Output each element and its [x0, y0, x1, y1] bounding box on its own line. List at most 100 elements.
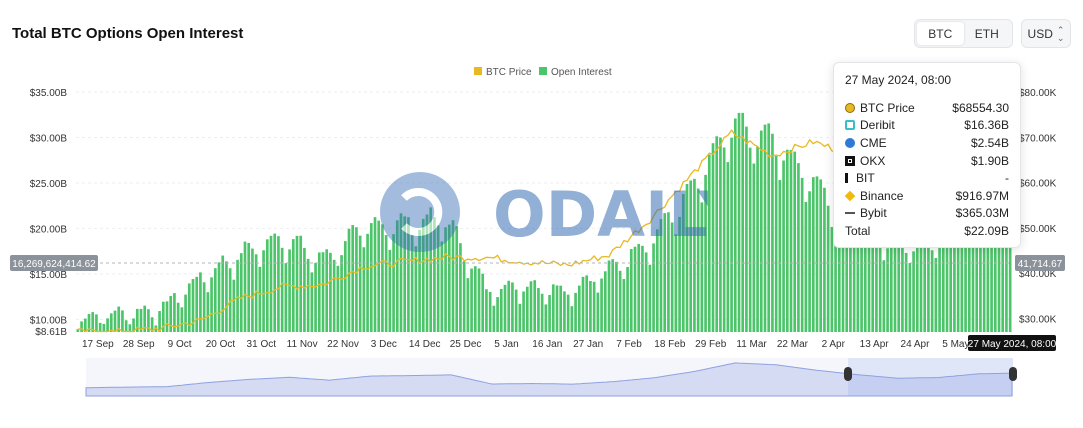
oi-bar	[407, 217, 410, 332]
oi-bar	[797, 163, 800, 332]
oi-bar	[778, 180, 782, 332]
oi-bar	[455, 226, 459, 332]
tooltip-date: 27 May 2024, 08:00	[845, 73, 952, 87]
tooltip-row-name: BTC Price	[860, 100, 915, 115]
oi-bar	[403, 216, 407, 332]
oi-bar	[314, 262, 317, 332]
oi-bar	[269, 235, 273, 332]
navigator-handle[interactable]	[1009, 367, 1017, 381]
oi-bar	[592, 281, 596, 332]
tooltip-row-name: CME	[860, 135, 887, 150]
oi-bar	[886, 248, 889, 332]
oi-bar	[199, 272, 202, 332]
crosshair-left-flag	[10, 255, 98, 271]
tooltip-row: BTC Price $68554.30	[845, 99, 1009, 117]
oi-bar	[499, 288, 503, 332]
toggle-eth-button[interactable]: ETH	[974, 26, 999, 41]
oi-bar	[507, 280, 511, 332]
tooltip-row: Bybit $365.03M	[845, 205, 1009, 223]
oi-bar	[551, 284, 555, 332]
oi-bar	[834, 206, 837, 332]
tooltip-row-name: OKX	[860, 153, 886, 168]
x-tick-label: 14 Dec	[409, 339, 441, 350]
x-tick-label: 3 Dec	[371, 339, 397, 350]
watermark-text: ODAILY	[493, 178, 708, 251]
navigator-handle[interactable]	[844, 367, 852, 381]
oi-bar	[87, 314, 91, 332]
tooltip-row-name: Binance	[860, 188, 904, 203]
oi-bar	[938, 244, 941, 332]
binance-icon	[844, 190, 856, 202]
cme-icon	[845, 137, 855, 148]
oi-bar	[347, 228, 351, 332]
bit-icon	[845, 173, 851, 184]
odaily-watermark: ODAILY	[380, 172, 708, 252]
oi-bar	[875, 229, 878, 332]
oi-bar	[927, 240, 930, 332]
bybit-icon	[845, 212, 855, 215]
oi-bar	[745, 126, 748, 333]
oi-bar	[644, 252, 648, 332]
x-tick-label: 24 Apr	[901, 339, 931, 350]
oi-bar	[373, 217, 377, 332]
oi-bar	[173, 293, 176, 332]
oi-bar	[113, 310, 117, 332]
oi-bar	[210, 277, 213, 332]
crosshair-right-flag	[1015, 255, 1065, 271]
legend-btc-price-swatch	[474, 67, 482, 75]
oi-bar	[852, 224, 856, 332]
oi-bar	[707, 154, 711, 332]
oi-bar	[143, 305, 147, 332]
oi-bar	[381, 224, 384, 332]
tooltip-row: Binance $916.97M	[844, 187, 1009, 205]
oi-bar	[492, 305, 496, 332]
oi-bar	[169, 296, 173, 332]
oi-bar	[789, 149, 793, 332]
oi-bar	[667, 212, 670, 332]
oi-bar	[967, 214, 971, 332]
oi-bar	[102, 323, 106, 332]
oi-bar	[585, 275, 589, 332]
x-tick-label: 11 Nov	[287, 339, 318, 350]
crosshair-right-value: 41,714.67	[1018, 259, 1063, 270]
oi-bar	[711, 143, 715, 332]
oi-bar	[195, 276, 199, 332]
x-tick-label: 5 Jan	[494, 339, 518, 350]
toggle-btc-button[interactable]: BTC	[917, 22, 964, 45]
oi-bar	[719, 137, 722, 332]
oi-bar	[91, 312, 95, 332]
oi-bar	[265, 239, 269, 332]
oi-bar	[243, 241, 247, 332]
tooltip-row-value: $68554.30	[952, 100, 1009, 115]
oi-bar	[303, 247, 306, 332]
oi-bar	[763, 124, 767, 332]
oi-bar	[733, 118, 737, 332]
y-right-tick-label: $80.00K	[1019, 88, 1057, 99]
oi-bar	[518, 303, 522, 332]
page-title: Total BTC Options Open Interest	[12, 25, 244, 42]
oi-bar	[150, 317, 154, 332]
oi-bar	[700, 202, 704, 332]
oi-bar	[362, 247, 366, 332]
oi-bar	[254, 254, 258, 332]
legend-open-interest-label: Open Interest	[551, 67, 612, 78]
currency-select[interactable]: USD ⌃ ⌄	[1021, 19, 1071, 48]
oi-bar	[436, 225, 440, 332]
oi-bar	[147, 309, 150, 332]
oi-bar	[1005, 204, 1008, 332]
oi-bar	[756, 146, 759, 332]
oi-bar	[329, 252, 332, 332]
oi-bar	[440, 241, 444, 332]
oi-bar	[228, 268, 232, 332]
y-right-tick-label: $40.00K	[1019, 269, 1057, 280]
oi-bar	[704, 174, 707, 332]
oi-bar	[759, 130, 763, 332]
oi-bar	[856, 244, 860, 332]
oi-bar	[730, 137, 733, 332]
watermark-logo-icon	[380, 172, 460, 252]
oi-bar	[901, 243, 904, 332]
oi-bar	[726, 162, 730, 332]
oi-bar	[678, 216, 681, 332]
oi-bar	[395, 220, 399, 332]
